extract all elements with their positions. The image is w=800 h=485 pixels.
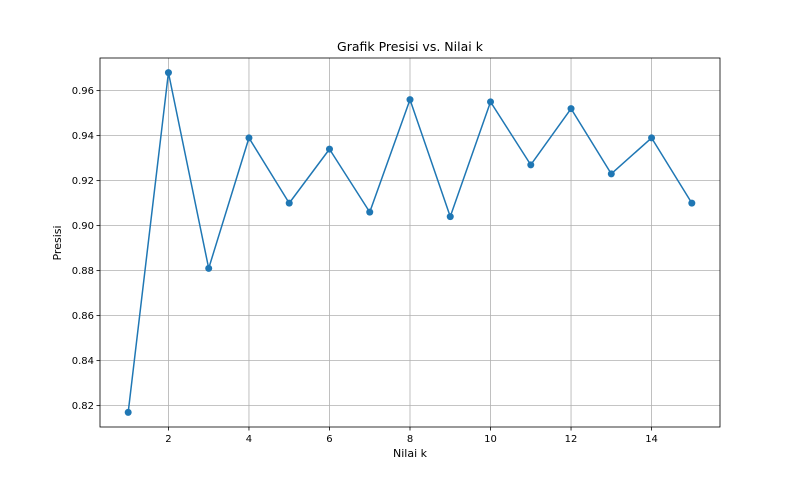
data-point [245, 134, 253, 142]
data-point [366, 208, 374, 216]
y-tick-label: 0.86 [72, 311, 94, 322]
y-tick-label: 0.82 [72, 401, 94, 412]
x-tick-label: 10 [484, 434, 497, 445]
grid [100, 58, 720, 427]
data-point [325, 145, 333, 153]
x-axis-ticks: 2 4 6 8 10 12 14 [165, 427, 658, 445]
y-axis-ticks: 0.82 0.84 0.86 0.88 0.90 0.92 0.94 0.96 [72, 86, 100, 412]
data-point [446, 213, 454, 221]
y-tick-label: 0.96 [72, 86, 94, 97]
data-point [124, 408, 132, 416]
x-tick-label: 12 [565, 434, 578, 445]
data-point [607, 170, 615, 178]
y-tick-label: 0.94 [72, 131, 94, 142]
data-point [527, 161, 535, 169]
x-tick-label: 6 [326, 434, 332, 445]
y-tick-label: 0.92 [72, 176, 94, 187]
data-point [164, 69, 172, 77]
y-tick-label: 0.88 [72, 266, 94, 277]
series-markers [124, 69, 696, 416]
x-tick-label: 4 [246, 434, 252, 445]
data-point [205, 264, 213, 272]
x-axis-label: Nilai k [393, 447, 428, 460]
y-tick-label: 0.84 [72, 356, 94, 367]
chart-title: Grafik Presisi vs. Nilai k [337, 39, 484, 54]
y-axis-label: Presisi [51, 225, 64, 260]
data-point [285, 199, 293, 207]
y-tick-label: 0.90 [72, 221, 94, 232]
data-point [406, 96, 414, 104]
x-tick-label: 2 [165, 434, 171, 445]
data-point [688, 199, 696, 207]
x-tick-label: 8 [407, 434, 413, 445]
data-point [487, 98, 495, 106]
x-tick-label: 14 [645, 434, 658, 445]
data-point [567, 105, 575, 113]
data-point [648, 134, 656, 142]
